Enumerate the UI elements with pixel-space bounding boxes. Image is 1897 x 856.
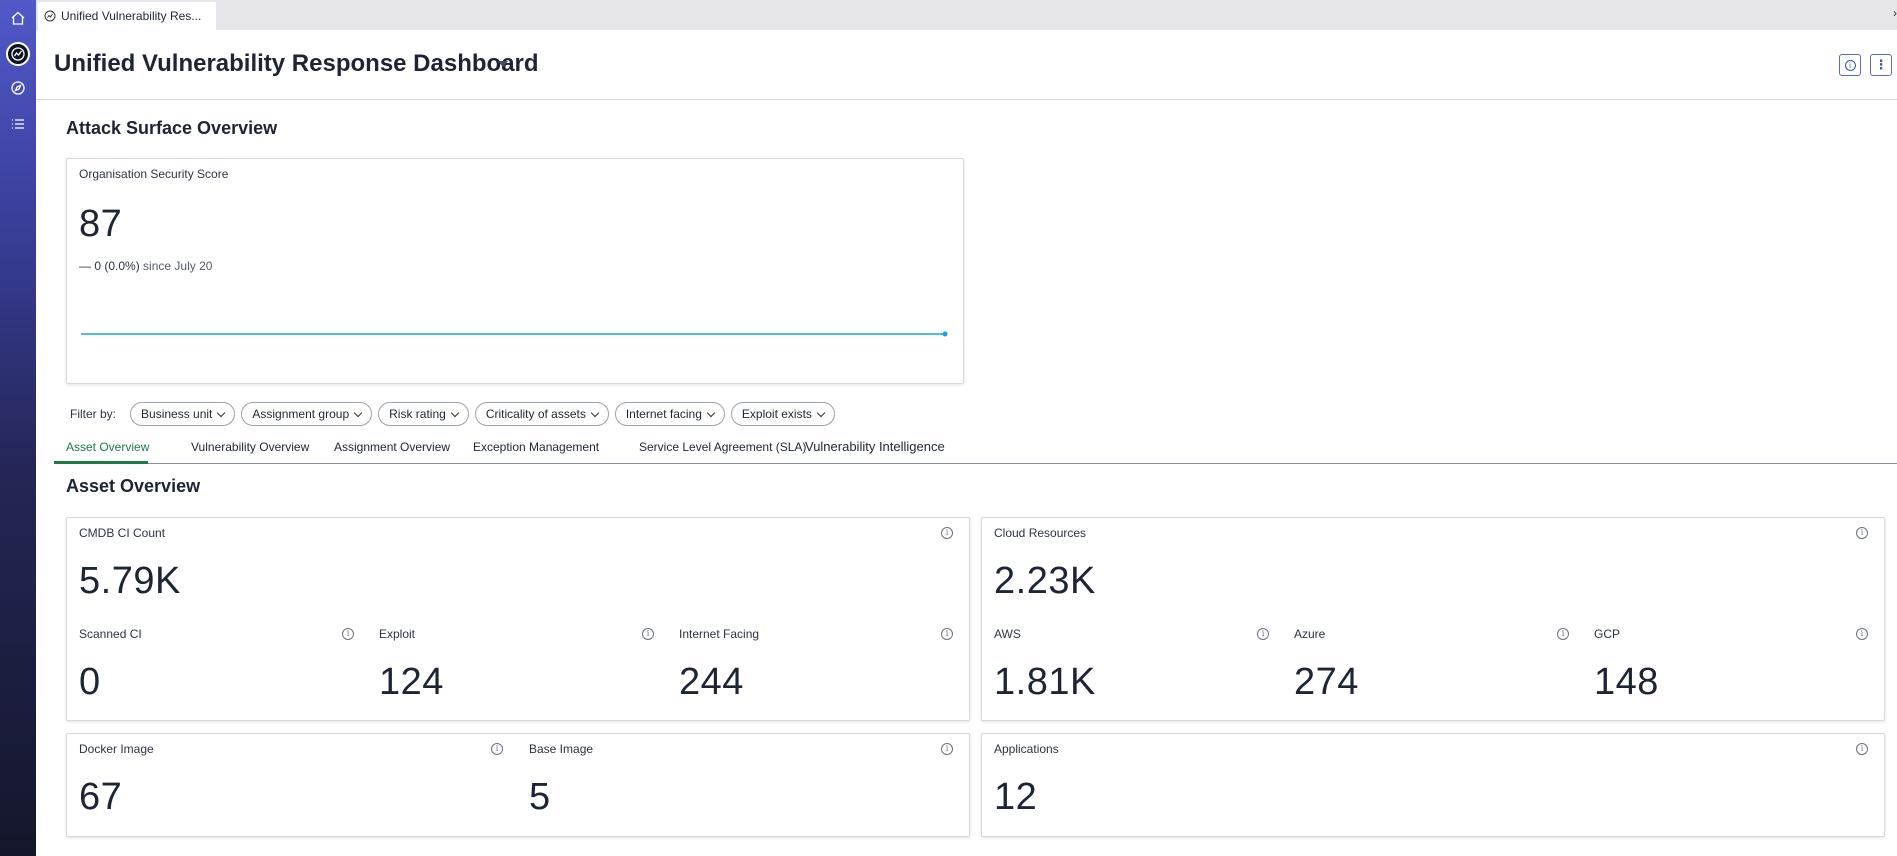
chip-label: Risk rating	[389, 407, 446, 421]
security-score-label: Organisation Security Score	[79, 167, 229, 181]
chevron-down-icon	[816, 408, 826, 417]
more-options-button[interactable]: ⋮	[1870, 54, 1892, 76]
applications-label: Applications	[994, 742, 1059, 756]
delta-value: 0 (0.0%)	[94, 259, 140, 273]
tab-assignment-overview[interactable]: Assignment Overview	[334, 440, 451, 454]
chevron-down-icon	[706, 408, 716, 417]
chip-label: Business unit	[141, 407, 213, 421]
info-icon[interactable]: i	[491, 743, 503, 755]
info-icon[interactable]: i	[1856, 743, 1868, 755]
base-image-label: Base Image	[529, 742, 594, 756]
info-icon: i	[1844, 59, 1856, 71]
more-vertical-icon: ⋮	[1874, 57, 1888, 72]
info-button[interactable]: i	[1839, 54, 1861, 76]
active-tab-indicator	[54, 461, 148, 464]
browser-tab-strip: Unified Vulnerability Res... ›	[36, 0, 1897, 30]
info-icon[interactable]: i	[941, 527, 953, 539]
home-icon[interactable]	[6, 6, 30, 30]
tab-exception-management[interactable]: Exception Management	[473, 440, 600, 454]
chevron-down-icon	[590, 408, 600, 417]
security-score-delta: — 0 (0.0%) since July 20	[79, 259, 212, 273]
filter-business-unit[interactable]: Business unit	[130, 402, 236, 426]
title-dropdown-caret-icon[interactable]	[498, 61, 508, 67]
applications-card[interactable]: Applications i 12	[981, 733, 1885, 837]
docker-image-value: 67	[79, 776, 123, 818]
aws-label: AWS	[994, 627, 1021, 641]
info-icon[interactable]: i	[941, 628, 953, 640]
page-title: Unified Vulnerability Response Dashboard	[54, 50, 539, 77]
delta-dash: —	[79, 259, 91, 273]
internet-facing-label: Internet Facing	[679, 627, 760, 641]
attack-surface-title: Attack Surface Overview	[66, 118, 278, 138]
info-icon[interactable]: i	[1557, 628, 1569, 640]
chip-label: Criticality of assets	[485, 407, 586, 421]
dashboard-icon[interactable]	[6, 42, 30, 66]
list-icon[interactable]	[6, 112, 30, 136]
filter-label: Filter by:	[70, 407, 117, 421]
chip-label: Assignment group	[252, 407, 350, 421]
left-nav-rail	[0, 0, 36, 856]
tabstrip-edge-icon[interactable]: ›	[1893, 6, 1897, 20]
info-icon[interactable]: i	[642, 628, 654, 640]
cmdb-ci-count-label: CMDB CI Count	[79, 526, 166, 540]
applications-value: 12	[994, 776, 1038, 818]
security-score-value: 87	[79, 203, 123, 245]
cmdb-ci-count-value: 5.79K	[79, 560, 181, 602]
cloud-resources-label: Cloud Resources	[994, 526, 1087, 540]
chevron-down-icon	[353, 408, 363, 417]
info-icon[interactable]: i	[1856, 628, 1868, 640]
page-header: Unified Vulnerability Response Dashboard…	[36, 30, 1897, 100]
exploit-label: Exploit	[379, 627, 416, 641]
info-icon[interactable]: i	[1856, 527, 1868, 539]
filter-internet-facing[interactable]: Internet facing	[614, 402, 725, 426]
aws-value: 1.81K	[994, 661, 1096, 703]
docker-image-label: Docker Image	[79, 742, 154, 756]
gcp-label: GCP	[1594, 627, 1621, 641]
dashboard-tab-icon	[44, 10, 56, 22]
tab-sla[interactable]: Service Level Agreement (SLA)	[639, 440, 807, 454]
security-score-trend-line	[81, 331, 948, 337]
cloud-resources-card[interactable]: Cloud Resources i 2.23K AWS i 1.81K Azur…	[981, 517, 1885, 721]
tab-vulnerability-overview[interactable]: Vulnerability Overview	[191, 440, 310, 454]
chip-label: Internet facing	[625, 407, 702, 421]
delta-since: since July 20	[143, 259, 213, 273]
scanned-ci-label: Scanned CI	[79, 627, 142, 641]
info-icon[interactable]: i	[342, 628, 354, 640]
base-image-value: 5	[529, 776, 551, 818]
images-card[interactable]: Docker Image i 67 Base Image i 5	[66, 733, 970, 837]
chevron-down-icon	[450, 408, 460, 417]
asset-overview-title: Asset Overview	[66, 476, 201, 496]
info-icon[interactable]: i	[941, 743, 953, 755]
filter-risk-rating[interactable]: Risk rating	[378, 402, 469, 426]
chip-label: Exploit exists	[741, 407, 812, 421]
dashboard-tabs: Asset Overview Vulnerability Overview As…	[54, 434, 1897, 464]
chevron-down-icon	[217, 408, 226, 417]
browser-tab-title: Unified Vulnerability Res...	[61, 9, 202, 23]
cmdb-ci-count-card[interactable]: CMDB CI Count i 5.79K Scanned CI i 0 Exp…	[66, 517, 970, 721]
compass-icon[interactable]	[6, 76, 30, 100]
filter-exploit-exists[interactable]: Exploit exists	[730, 402, 835, 426]
exploit-value: 124	[379, 661, 444, 703]
browser-tab[interactable]: Unified Vulnerability Res...	[38, 2, 216, 30]
azure-label: Azure	[1294, 627, 1326, 641]
filter-bar: Filter by: Business unit Assignment grou…	[70, 402, 835, 426]
gcp-value: 148	[1594, 661, 1659, 703]
security-score-card[interactable]: Organisation Security Score 87 — 0 (0.0%…	[66, 158, 964, 384]
scanned-ci-value: 0	[79, 661, 101, 703]
info-icon[interactable]: i	[1257, 628, 1269, 640]
filter-assignment-group[interactable]: Assignment group	[241, 402, 373, 426]
azure-value: 274	[1294, 661, 1359, 703]
tab-asset-overview[interactable]: Asset Overview	[66, 440, 150, 454]
tab-vulnerability-intelligence[interactable]: Vulnerability Intelligence	[805, 439, 945, 454]
filter-criticality-of-assets[interactable]: Criticality of assets	[474, 402, 609, 426]
internet-facing-value: 244	[679, 661, 744, 703]
dashboard-content: Attack Surface Overview Organisation Sec…	[36, 100, 1897, 856]
cloud-resources-value: 2.23K	[994, 560, 1096, 602]
